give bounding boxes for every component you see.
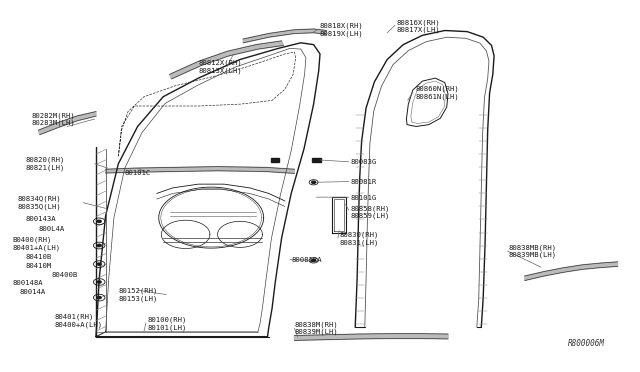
Text: 80081RA: 80081RA — [291, 257, 322, 263]
Text: 800143A: 800143A — [26, 217, 56, 222]
Text: 80830(RH)
80831(LH): 80830(RH) 80831(LH) — [339, 232, 379, 246]
Text: 800148A: 800148A — [13, 280, 44, 286]
Text: 80083G: 80083G — [351, 159, 377, 165]
Circle shape — [97, 263, 101, 265]
Text: 80282M(RH)
80283M(LH): 80282M(RH) 80283M(LH) — [32, 112, 76, 126]
Text: 80812X(RH)
80813X(LH): 80812X(RH) 80813X(LH) — [198, 60, 242, 74]
Text: 80101C: 80101C — [125, 170, 151, 176]
Circle shape — [97, 296, 101, 299]
Text: 80410B: 80410B — [26, 254, 52, 260]
Polygon shape — [106, 167, 294, 173]
Polygon shape — [38, 112, 96, 135]
Polygon shape — [243, 29, 326, 43]
Text: 80838M(RH)
80839M(LH): 80838M(RH) 80839M(LH) — [294, 321, 338, 335]
Text: 80014A: 80014A — [19, 289, 45, 295]
Text: 80081R: 80081R — [351, 179, 377, 185]
Text: 80401(RH)
80400+A(LH): 80401(RH) 80400+A(LH) — [54, 314, 102, 328]
Bar — [312, 158, 321, 162]
Text: B0400(RH)
80401+A(LH): B0400(RH) 80401+A(LH) — [13, 237, 61, 251]
Circle shape — [97, 220, 101, 222]
Text: 80410M: 80410M — [26, 263, 52, 269]
Circle shape — [97, 281, 101, 283]
Text: 80820(RH)
80821(LH): 80820(RH) 80821(LH) — [26, 157, 65, 171]
Text: 80834Q(RH)
80835Q(LH): 80834Q(RH) 80835Q(LH) — [18, 196, 61, 210]
Text: 80152(RH)
80153(LH): 80152(RH) 80153(LH) — [118, 288, 158, 302]
Circle shape — [312, 259, 316, 262]
Polygon shape — [170, 41, 284, 79]
Text: R800006M: R800006M — [568, 339, 605, 348]
Polygon shape — [294, 334, 448, 340]
Text: 80858(RH)
80859(LH): 80858(RH) 80859(LH) — [351, 205, 390, 219]
Polygon shape — [525, 262, 618, 280]
Circle shape — [312, 181, 316, 183]
Circle shape — [97, 244, 101, 247]
Text: 80838MB(RH)
80839MB(LH): 80838MB(RH) 80839MB(LH) — [509, 244, 557, 258]
Bar — [271, 158, 279, 162]
Text: 80816X(RH)
80817X(LH): 80816X(RH) 80817X(LH) — [397, 19, 440, 33]
Text: 80400B: 80400B — [51, 272, 77, 278]
Text: 800L4A: 800L4A — [38, 226, 65, 232]
Text: 80100(RH)
80101(LH): 80100(RH) 80101(LH) — [147, 317, 187, 331]
Text: 80818X(RH)
80819X(LH): 80818X(RH) 80819X(LH) — [320, 23, 364, 37]
Text: 80101G: 80101G — [351, 195, 377, 201]
Text: 80860N(RH)
80861N(LH): 80860N(RH) 80861N(LH) — [416, 86, 460, 100]
